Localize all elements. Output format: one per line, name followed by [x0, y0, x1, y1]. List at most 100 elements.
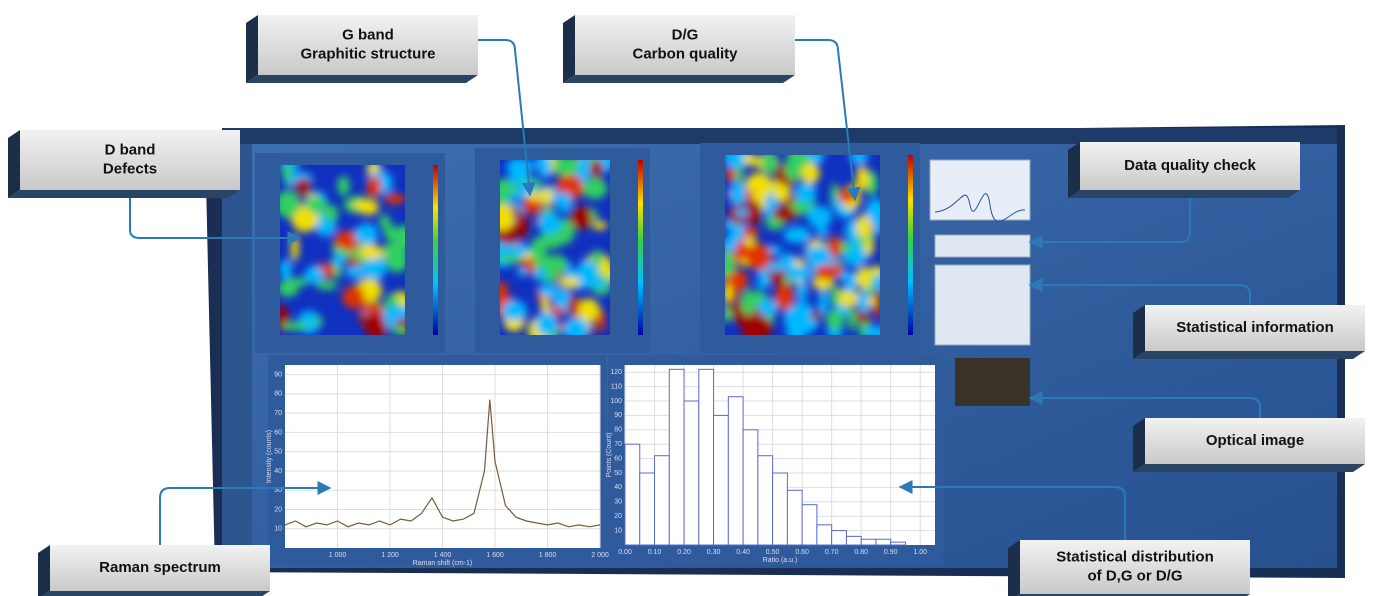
blob — [345, 266, 369, 279]
blob — [292, 181, 313, 189]
blob — [568, 296, 577, 316]
callout-text: Data quality check — [1124, 157, 1256, 174]
y-tick-label: 50 — [614, 470, 622, 477]
blob — [795, 183, 817, 203]
sidebar — [222, 144, 252, 568]
callout-text: Raman spectrum — [99, 559, 221, 576]
blob — [517, 213, 528, 238]
x-tick-label: 0.90 — [884, 549, 898, 556]
callout-side — [1008, 540, 1020, 596]
blob — [744, 153, 757, 166]
annotated-screenshot: 1020304050607080901 0001 2001 4001 6001 … — [0, 0, 1381, 596]
histogram-bar — [640, 473, 655, 545]
y-tick-label: 40 — [614, 484, 622, 491]
y-tick-label: 40 — [274, 468, 282, 475]
blob — [592, 221, 607, 230]
y-axis-label: Points (Count) — [606, 433, 613, 478]
blob — [746, 244, 771, 271]
blob — [578, 299, 599, 322]
blob — [546, 255, 567, 273]
blob — [556, 192, 572, 212]
blob — [517, 267, 528, 276]
blob — [536, 312, 557, 336]
blob — [848, 307, 856, 331]
blob — [333, 253, 344, 267]
histogram-bar — [728, 397, 743, 545]
blob — [590, 160, 603, 178]
callout-text: Optical image — [1206, 432, 1304, 449]
blob — [561, 277, 581, 289]
callout-text: D band — [105, 141, 156, 158]
blob — [538, 157, 552, 178]
histogram-bar — [714, 415, 729, 545]
x-tick-label: 0.00 — [618, 549, 632, 556]
y-tick-label: 60 — [614, 455, 622, 462]
y-tick-label: 20 — [614, 513, 622, 520]
y-tick-label: 50 — [274, 449, 282, 456]
blob — [502, 300, 527, 320]
blob — [786, 307, 808, 330]
histogram-bar — [669, 369, 684, 545]
x-axis-label: Raman shift (cm-1) — [413, 560, 473, 567]
blob — [787, 266, 812, 281]
y-tick-label: 100 — [610, 398, 622, 405]
histogram-bar — [743, 430, 758, 545]
blob — [305, 266, 324, 284]
x-tick-label: 1 400 — [434, 552, 452, 559]
y-tick-label: 10 — [614, 527, 622, 534]
callout-bottom — [1133, 351, 1365, 359]
callout-side — [1133, 418, 1145, 472]
blob — [383, 242, 407, 258]
callout: Data quality check — [1068, 142, 1300, 198]
blob — [807, 206, 832, 228]
blob — [801, 163, 819, 184]
callout-bottom — [563, 75, 795, 83]
blob — [729, 182, 746, 205]
x-tick-label: 1 600 — [486, 552, 504, 559]
blob — [360, 244, 382, 260]
x-tick-label: 0.60 — [795, 549, 809, 556]
x-tick-label: 1.00 — [913, 549, 927, 556]
blob — [741, 290, 757, 315]
blob — [337, 181, 346, 191]
blob — [533, 268, 546, 281]
callout-bottom — [246, 75, 478, 83]
blob — [328, 214, 336, 222]
histogram-bar — [655, 456, 670, 545]
y-tick-label: 80 — [614, 427, 622, 434]
callout-text: Statistical information — [1176, 319, 1334, 336]
map — [700, 143, 920, 353]
callout-text: G band — [342, 26, 394, 43]
histogram-bar — [773, 473, 788, 545]
y-tick-label: 70 — [274, 410, 282, 417]
blob — [742, 227, 758, 238]
blob — [815, 265, 835, 280]
y-tick-label: 70 — [614, 441, 622, 448]
x-axis-label: Ratio (a.u.) — [763, 557, 798, 564]
blob — [828, 236, 842, 257]
x-tick-label: 0.40 — [736, 549, 750, 556]
histogram-bar — [861, 539, 876, 545]
x-tick-label: 1 200 — [381, 552, 399, 559]
y-tick-label: 90 — [614, 412, 622, 419]
blob — [785, 156, 805, 182]
callout-bottom — [1133, 464, 1365, 472]
blob — [279, 259, 291, 279]
callout-side — [8, 130, 20, 198]
blob — [856, 215, 872, 239]
optical-image — [955, 358, 1030, 406]
map — [475, 148, 650, 353]
histogram-bar — [846, 536, 861, 545]
x-tick-label: 1 800 — [539, 552, 557, 559]
x-tick-label: 0.70 — [825, 549, 839, 556]
callout: Optical image — [1133, 418, 1365, 472]
blob — [342, 286, 364, 309]
callout-text: of D,G or D/G — [1088, 567, 1183, 584]
histogram-bar — [625, 444, 640, 545]
histogram-bar — [802, 505, 817, 545]
blob — [844, 271, 857, 293]
callout-text: D/G — [672, 26, 699, 43]
export-buttons[interactable] — [955, 418, 1035, 430]
histogram-bar — [699, 369, 714, 545]
y-tick-label: 120 — [610, 369, 622, 376]
